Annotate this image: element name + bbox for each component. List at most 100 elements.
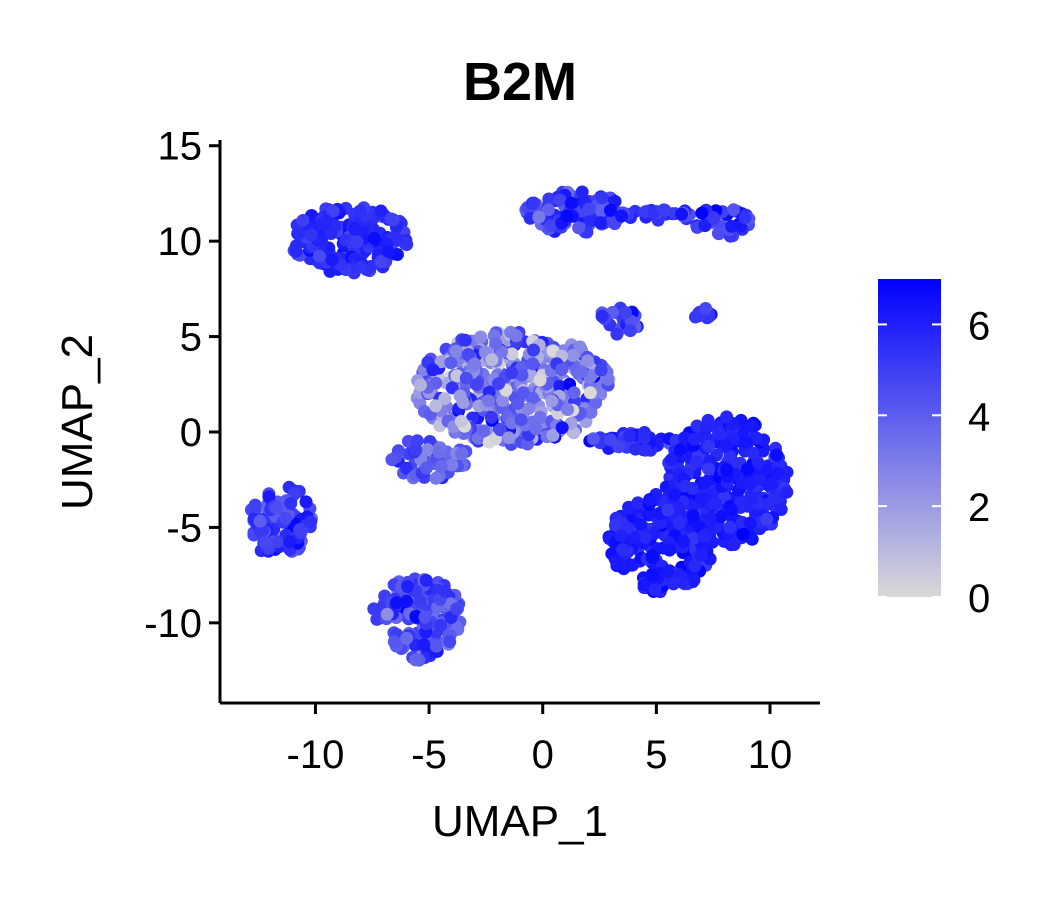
data-point bbox=[720, 410, 734, 424]
data-point bbox=[573, 340, 587, 354]
data-point bbox=[505, 347, 519, 361]
data-point bbox=[707, 211, 721, 225]
data-point bbox=[474, 330, 488, 344]
data-point bbox=[648, 583, 662, 597]
data-point bbox=[698, 219, 712, 233]
data-point bbox=[325, 253, 339, 267]
data-point bbox=[673, 443, 687, 457]
data-point bbox=[574, 365, 588, 379]
colorbar-tick-label: 4 bbox=[968, 395, 990, 439]
colorbar-tick-label: 6 bbox=[968, 304, 990, 348]
data-point bbox=[477, 424, 491, 438]
data-point bbox=[702, 462, 715, 476]
data-point bbox=[326, 204, 340, 218]
data-point bbox=[454, 414, 468, 428]
data-point bbox=[455, 447, 468, 461]
data-point bbox=[746, 446, 760, 460]
data-point bbox=[417, 638, 431, 652]
data-point bbox=[734, 496, 747, 510]
data-point bbox=[771, 467, 785, 480]
data-point bbox=[582, 202, 596, 216]
data-point bbox=[445, 381, 459, 395]
colorbar-tick-label: 2 bbox=[968, 486, 990, 530]
data-point bbox=[601, 372, 615, 386]
data-point bbox=[770, 448, 784, 462]
chart-title: B2M bbox=[463, 52, 577, 112]
x-tick-label: -5 bbox=[411, 733, 447, 777]
data-point bbox=[610, 327, 624, 341]
data-point bbox=[432, 445, 446, 459]
data-point bbox=[586, 432, 600, 446]
data-point bbox=[283, 535, 297, 549]
data-point bbox=[444, 356, 458, 370]
data-point bbox=[292, 226, 306, 240]
data-point bbox=[688, 559, 702, 573]
x-tick-label: -10 bbox=[287, 733, 345, 777]
data-point bbox=[295, 523, 309, 537]
data-point bbox=[628, 442, 642, 456]
data-point bbox=[663, 543, 676, 557]
x-tick-label: 0 bbox=[532, 733, 554, 777]
data-point bbox=[564, 196, 578, 210]
data-point bbox=[434, 459, 448, 473]
data-point bbox=[350, 235, 364, 249]
x-axis-label: UMAP_1 bbox=[432, 797, 608, 846]
data-point bbox=[385, 453, 399, 467]
data-point bbox=[672, 516, 686, 530]
data-point bbox=[575, 185, 589, 199]
data-point bbox=[637, 431, 651, 445]
data-point bbox=[438, 584, 452, 598]
data-point bbox=[532, 210, 546, 224]
data-point bbox=[686, 500, 700, 514]
data-point bbox=[609, 554, 623, 567]
data-point bbox=[526, 357, 540, 371]
data-point bbox=[572, 221, 586, 235]
data-point bbox=[304, 515, 318, 529]
data-point bbox=[661, 565, 675, 578]
data-point bbox=[740, 435, 753, 449]
data-point bbox=[604, 433, 617, 447]
data-point bbox=[509, 329, 523, 343]
data-point bbox=[594, 216, 607, 230]
data-point bbox=[324, 227, 338, 240]
data-point bbox=[553, 193, 567, 207]
data-point bbox=[514, 413, 528, 427]
data-point bbox=[765, 477, 779, 491]
data-point bbox=[780, 485, 794, 499]
data-point bbox=[492, 377, 505, 391]
data-point bbox=[419, 573, 433, 587]
data-point bbox=[438, 392, 452, 406]
data-point bbox=[387, 635, 401, 649]
data-point bbox=[299, 495, 313, 509]
data-point bbox=[589, 396, 603, 410]
data-point bbox=[429, 471, 443, 485]
data-point bbox=[761, 497, 775, 511]
data-point bbox=[738, 211, 752, 225]
data-point bbox=[459, 371, 473, 385]
data-point bbox=[760, 512, 774, 526]
data-point bbox=[502, 431, 516, 445]
data-point bbox=[623, 429, 637, 443]
data-point bbox=[381, 245, 395, 258]
data-point bbox=[445, 458, 459, 472]
data-point bbox=[615, 209, 629, 223]
data-point bbox=[555, 363, 569, 376]
data-point bbox=[400, 594, 414, 608]
data-point bbox=[270, 501, 284, 515]
data-point bbox=[740, 462, 754, 476]
y-ticks: -10 -5 0 5 10 15 bbox=[144, 125, 220, 646]
data-point bbox=[449, 344, 463, 358]
data-point bbox=[400, 631, 414, 645]
data-point bbox=[646, 551, 659, 565]
data-point bbox=[608, 519, 622, 532]
data-point bbox=[284, 496, 298, 510]
data-point bbox=[461, 348, 475, 361]
colorbar-ticks: 0 2 4 6 bbox=[878, 304, 990, 621]
data-point bbox=[555, 421, 569, 435]
data-point bbox=[400, 238, 414, 251]
data-point bbox=[527, 343, 540, 357]
data-point bbox=[624, 558, 638, 572]
points-layer bbox=[244, 185, 794, 667]
data-point bbox=[595, 309, 609, 323]
data-point bbox=[675, 207, 689, 221]
